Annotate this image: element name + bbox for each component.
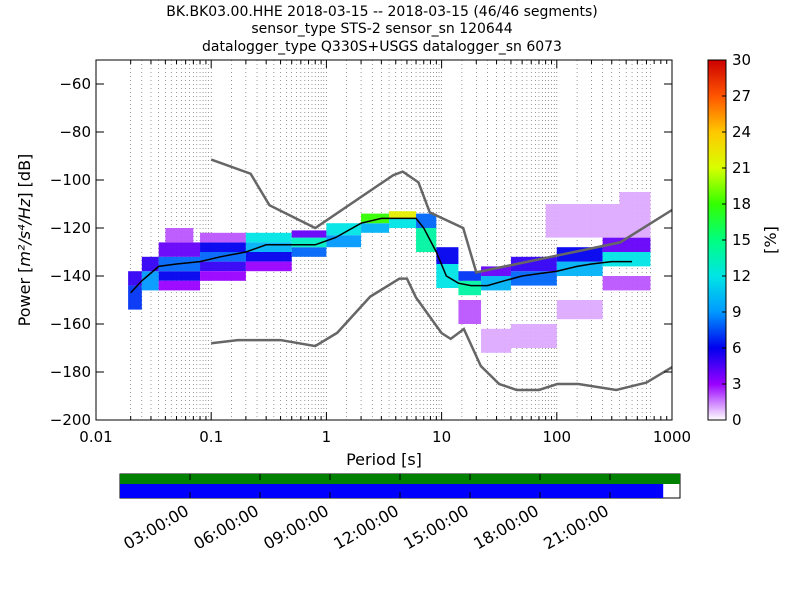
time-tick-label: 21:00:00: [540, 501, 612, 553]
psd-plot-area: 0.01 0.1 1 10 100 1000 −60 −80 −100 −120 −140 −160…: [50, 59, 691, 446]
colorbar-tick-label: 15: [732, 231, 751, 249]
histogram-cell: [200, 261, 246, 272]
histogram-cell: [545, 204, 651, 238]
histogram-cell: [510, 256, 557, 272]
histogram-cell: [245, 261, 292, 272]
colorbar-tick-label: 9: [732, 303, 742, 321]
histogram-cell: [158, 271, 201, 281]
histogram-cell: [602, 276, 651, 291]
noise-model-nhnm: [210, 158, 673, 274]
x-tick-label: 10: [432, 428, 451, 446]
y-tick-label: −180: [50, 363, 91, 381]
y-tick-label: −80: [59, 123, 91, 141]
y-axis-label: Power [m²/s⁴/Hz] [dB]: [15, 154, 34, 327]
histogram-cell: [326, 223, 362, 236]
histogram-cell: [556, 300, 603, 320]
colorbar-tick-label: 27: [732, 87, 751, 105]
colorbar-label: [%]: [761, 226, 780, 254]
x-tick-label: 100: [542, 428, 571, 446]
time-tick-label: 03:00:00: [120, 501, 192, 553]
time-tick-label: 09:00:00: [260, 501, 332, 553]
time-bar-ticks: [189, 474, 611, 498]
histogram-cell: [361, 213, 390, 224]
time-coverage-bar: 03:00:0006:00:0009:00:0012:00:0015:00:00…: [119, 473, 681, 553]
y-tick-label: −200: [50, 411, 91, 429]
histogram-cell: [141, 271, 159, 291]
title-line-2: sensor_type STS-2 sensor_sn 120644: [251, 21, 512, 37]
histogram-cell: [458, 271, 482, 281]
time-bar-coverage: [120, 484, 664, 498]
title-line-3: datalogger_type Q330S+USGS datalogger_sn…: [202, 39, 562, 55]
x-tick-label: 0.01: [79, 428, 112, 446]
histogram-cell: [436, 247, 459, 264]
colorbar-tick-label: 12: [732, 267, 751, 285]
colorbar-tick-label: 6: [732, 339, 742, 357]
histogram-cell: [245, 232, 292, 243]
histogram-cell: [389, 211, 417, 219]
histogram-cell: [165, 228, 194, 243]
histogram-cell: [291, 237, 327, 248]
y-axis-unit: m²/s⁴/Hz: [15, 198, 34, 267]
histogram-cell: [291, 230, 327, 238]
time-tick-label: 12:00:00: [330, 501, 402, 553]
colorbar-tick-label: 18: [732, 195, 751, 213]
y-tick-label: −120: [50, 219, 91, 237]
histogram-cell: [200, 242, 246, 252]
histogram-cell: [416, 228, 437, 252]
histogram-cell: [245, 252, 292, 262]
mean-psd-line: [130, 217, 633, 294]
histogram-cell: [141, 256, 159, 272]
y-tick-label: −160: [50, 315, 91, 333]
histogram-cell: [128, 271, 142, 286]
y-tick-label: −100: [50, 171, 91, 189]
time-tick-label: 18:00:00: [470, 501, 542, 553]
colorbar: 0 3 6 9 12 15 18 21 24 27 30 [%]: [707, 51, 780, 429]
y-tick-label: −140: [50, 267, 91, 285]
title-line-1: BK.BK03.00.HHE 2018-03-15 -- 2018-03-15 …: [166, 4, 598, 20]
x-tick-label: 0.1: [199, 428, 223, 446]
histogram-cell: [389, 218, 417, 228]
histogram-cell: [602, 252, 651, 267]
histogram-cell: [361, 223, 390, 233]
histogram-cell: [326, 235, 362, 248]
histogram-cell: [481, 328, 511, 353]
y-axis-ticks: −60 −80 −100 −120 −140 −160 −180 −200: [50, 75, 672, 429]
histogram-cell: [602, 237, 651, 252]
colorbar-tick-label: 3: [732, 375, 742, 393]
x-axis-label: Period [s]: [346, 450, 422, 469]
histogram-cell: [510, 324, 557, 348]
time-bar-labels: 03:00:0006:00:0009:00:0012:00:0015:00:00…: [120, 501, 612, 553]
plot-frame: [95, 59, 673, 421]
colorbar-tick-label: 0: [732, 411, 742, 429]
colorbar-tick-label: 21: [732, 159, 751, 177]
histogram-cell: [556, 261, 603, 276]
mean-curve: [130, 217, 633, 294]
histogram-cell: [291, 247, 327, 257]
histogram-cell: [200, 271, 246, 281]
histogram-cell: [458, 280, 482, 296]
noise-model-nlnm: [211, 277, 673, 392]
histogram-cell: [481, 266, 511, 276]
colorbar-tick-label: 30: [732, 51, 751, 69]
histogram-cell: [158, 280, 201, 291]
y-tick-label: −60: [59, 75, 91, 93]
x-tick-label: 1000: [653, 428, 691, 446]
noise-models: [210, 158, 673, 392]
x-tick-label: 1: [322, 428, 332, 446]
histogram-cell: [158, 242, 201, 257]
histogram-cell: [510, 271, 557, 286]
histogram-cell: [200, 232, 246, 243]
x-axis-ticks: 0.01 0.1 1 10 100 1000: [79, 60, 691, 446]
histogram-cell: [245, 242, 292, 252]
histogram-cell: [458, 300, 482, 324]
histogram-cell: [416, 213, 437, 228]
histogram-cells: [128, 192, 651, 353]
colorbar-ticks: 0 3 6 9 12 15 18 21 24 27 30: [722, 51, 751, 429]
time-tick-label: 15:00:00: [400, 501, 472, 553]
time-tick-label: 06:00:00: [190, 501, 262, 553]
colorbar-tick-label: 24: [732, 123, 751, 141]
histogram-cell: [556, 247, 603, 262]
histogram-cell: [619, 192, 651, 204]
